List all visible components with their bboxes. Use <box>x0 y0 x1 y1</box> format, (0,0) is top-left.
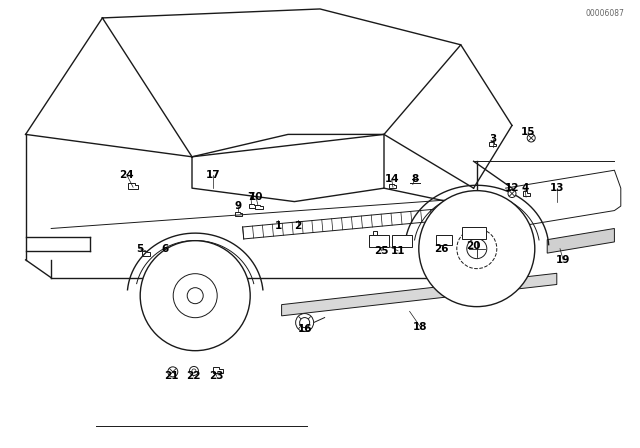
Polygon shape <box>282 273 557 316</box>
Text: 16: 16 <box>298 324 312 334</box>
Text: 22: 22 <box>186 371 200 381</box>
Polygon shape <box>236 212 242 216</box>
Text: 12: 12 <box>505 183 519 193</box>
Text: 1: 1 <box>275 221 282 231</box>
Circle shape <box>457 228 497 269</box>
Circle shape <box>419 191 535 306</box>
Text: 14: 14 <box>385 174 399 184</box>
Text: 3: 3 <box>489 134 497 144</box>
Text: 26: 26 <box>435 244 449 254</box>
Text: 24: 24 <box>120 170 134 180</box>
Circle shape <box>189 366 198 375</box>
Text: 8: 8 <box>411 174 419 184</box>
Bar <box>369 235 389 247</box>
Polygon shape <box>164 251 172 255</box>
Text: 2: 2 <box>294 221 301 231</box>
Circle shape <box>187 288 204 304</box>
Text: 23: 23 <box>209 371 223 381</box>
Polygon shape <box>390 184 396 188</box>
Text: 5: 5 <box>136 244 143 254</box>
Circle shape <box>527 134 535 142</box>
Polygon shape <box>255 205 263 209</box>
Text: 9: 9 <box>234 201 242 211</box>
Text: 17: 17 <box>206 170 220 180</box>
Polygon shape <box>212 366 223 373</box>
Text: 18: 18 <box>413 322 428 332</box>
Text: 4: 4 <box>521 183 529 193</box>
Polygon shape <box>547 228 614 253</box>
Text: 15: 15 <box>521 127 535 137</box>
Circle shape <box>508 190 516 198</box>
Circle shape <box>467 239 487 258</box>
Polygon shape <box>142 251 150 255</box>
Polygon shape <box>249 204 257 208</box>
Text: 6: 6 <box>161 244 169 254</box>
Bar <box>461 227 486 239</box>
Circle shape <box>192 369 196 373</box>
Text: 19: 19 <box>556 255 570 265</box>
Text: 21: 21 <box>164 371 179 381</box>
Bar <box>435 235 452 245</box>
Circle shape <box>168 367 178 377</box>
Polygon shape <box>128 183 138 189</box>
Circle shape <box>140 241 250 351</box>
Text: 10: 10 <box>249 192 263 202</box>
Polygon shape <box>523 191 529 196</box>
Polygon shape <box>490 142 496 146</box>
Circle shape <box>296 314 314 332</box>
Bar <box>373 231 377 235</box>
Text: 7: 7 <box>247 192 255 202</box>
Circle shape <box>173 274 217 318</box>
Circle shape <box>300 318 310 327</box>
Text: 11: 11 <box>391 246 405 256</box>
Bar <box>392 235 412 247</box>
Text: 13: 13 <box>550 183 564 193</box>
Text: 25: 25 <box>374 246 388 256</box>
Text: 00006087: 00006087 <box>585 9 624 18</box>
Text: 20: 20 <box>467 241 481 251</box>
